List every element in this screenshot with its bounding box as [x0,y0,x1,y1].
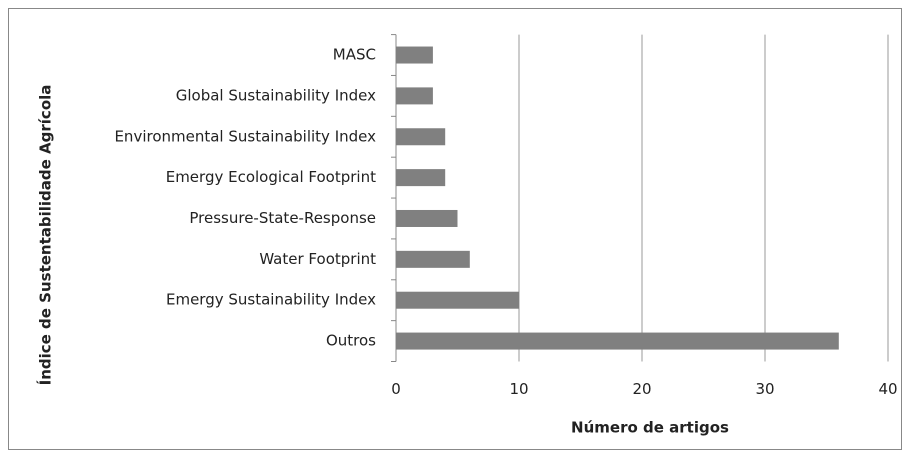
x-tick-label: 10 [509,380,528,398]
y-tick-label: Water Footprint [259,250,376,268]
bar [396,209,458,227]
y-tick-label: MASC [333,46,376,64]
bar [396,332,839,350]
bar [396,250,470,268]
y-axis-title: Índice de Sustentabilidade Agrícola [36,85,55,386]
y-tick-label: Outros [326,332,376,350]
y-tick-label: Emergy Ecological Footprint [166,168,376,186]
y-tick-label: Environmental Sustainability Index [114,127,376,145]
x-axis-title: Número de artigos [571,419,729,437]
x-tick-label: 40 [878,380,897,398]
y-tick-label: Global Sustainability Index [176,86,376,104]
bar [396,169,446,187]
x-tick-label: 30 [755,380,774,398]
bar [396,87,433,105]
bar [396,46,433,64]
x-tick-label: 20 [632,380,651,398]
x-tick-label: 0 [391,380,401,398]
bar [396,128,446,146]
bar [396,291,519,309]
y-tick-label: Pressure-State-Response [189,209,376,227]
y-tick-label: Emergy Sustainability Index [166,291,376,309]
chart-border [8,8,902,450]
